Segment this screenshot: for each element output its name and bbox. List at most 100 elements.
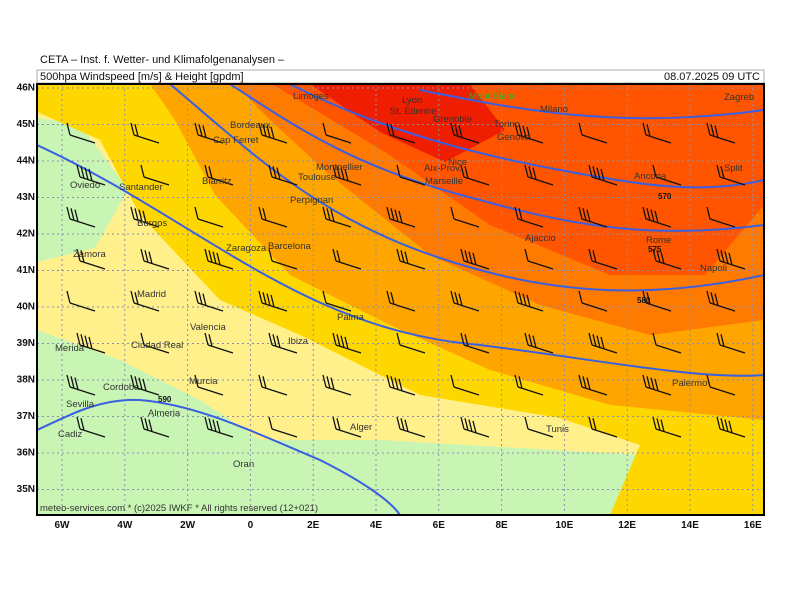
wind-barb: [450, 374, 480, 396]
contour-label: 580: [637, 296, 651, 305]
wind-barb: [332, 164, 362, 186]
wind-barb: [514, 374, 544, 396]
contour-label: 575: [648, 245, 662, 254]
lon-label: 2W: [180, 520, 196, 531]
map-frame: [36, 83, 765, 516]
city-label: Limoges: [293, 91, 329, 102]
wind-barb: [716, 164, 746, 186]
wind-barb: [460, 416, 490, 438]
city-label: Palma: [337, 312, 365, 323]
wind-barb: [130, 122, 160, 144]
wind-barb: [322, 290, 352, 312]
wind-barb: [130, 290, 160, 312]
header-product: 500hpa Windspeed [m/s] & Height [gpdm]: [40, 71, 244, 83]
wind-barb: [130, 374, 160, 396]
field: [37, 84, 764, 515]
wind-barb: [258, 374, 288, 396]
city-label: Grenoble: [433, 114, 472, 125]
wind-barb: [706, 374, 736, 396]
wind-barb: [332, 248, 362, 270]
lat-label: 44N: [17, 156, 35, 167]
city-label: Oviedo: [70, 180, 100, 191]
wind-barb: [524, 248, 554, 270]
wind-barb: [396, 164, 426, 186]
city-label: Cadiz: [58, 429, 83, 440]
wind-barb: [460, 164, 490, 186]
wind-barb: [386, 290, 416, 312]
contour-label: 590: [158, 395, 172, 404]
city-label: Zaragoza: [226, 243, 267, 254]
city-label: Ancona: [634, 171, 667, 182]
wind-barb: [460, 248, 490, 270]
wind-barb: [322, 374, 352, 396]
lat-label: 41N: [17, 265, 35, 276]
header-institute: CETA – Inst. f. Wetter- und Klimafolgena…: [40, 54, 285, 66]
city-label: Palermo: [672, 378, 707, 389]
wind-barb: [194, 290, 224, 312]
band-red: [310, 84, 505, 162]
wind-barb: [140, 416, 170, 438]
lon-label: 12E: [618, 520, 636, 531]
city-label: Ibiza: [288, 336, 309, 347]
wind-barb: [140, 164, 170, 186]
wind-barb: [204, 332, 234, 354]
lon-label: 6W: [55, 520, 71, 531]
city-label: Almeria: [148, 408, 181, 419]
lat-label: 46N: [17, 83, 35, 94]
city-label: Montpellier: [316, 162, 362, 173]
city-label: Marseille: [425, 176, 463, 187]
wind-barb: [204, 248, 234, 270]
wind-barb: [322, 206, 352, 228]
city-label: Santander: [119, 182, 163, 193]
wind-barb: [258, 290, 288, 312]
city-label: Mont Blanc: [469, 91, 517, 102]
wind-barb: [258, 206, 288, 228]
wind-barb: [642, 290, 672, 312]
lon-label: 10E: [556, 520, 574, 531]
city-label: Tunis: [546, 424, 569, 435]
city-label: Split: [724, 163, 743, 174]
band-green: [37, 118, 128, 262]
wind-barb: [204, 164, 234, 186]
wind-barb: [450, 290, 480, 312]
wind-barb: [396, 248, 426, 270]
wind-barb: [706, 290, 736, 312]
city-label: Burgos: [137, 218, 167, 229]
wind-barb: [386, 122, 416, 144]
wind-barbs: [66, 122, 746, 438]
height-contours: [37, 84, 764, 515]
wind-barb: [258, 122, 288, 144]
city-label: Toulouse: [298, 172, 336, 183]
wind-barb: [450, 206, 480, 228]
wind-barb: [706, 206, 736, 228]
wind-barb: [652, 332, 682, 354]
wind-barb: [588, 164, 618, 186]
lat-label: 43N: [17, 192, 35, 203]
wind-barb: [524, 164, 554, 186]
footer: meteo-services.com * (c)2025 IWKF * All …: [40, 503, 318, 514]
city-label: Barcelona: [268, 241, 311, 252]
city-label: Rome: [646, 235, 671, 246]
grid: [37, 84, 764, 515]
wind-barb: [396, 416, 426, 438]
lon-label: 0: [248, 520, 254, 531]
wind-barb: [642, 374, 672, 396]
wind-barb: [66, 290, 96, 312]
city-label: Milano: [540, 104, 568, 115]
city-label: Bordeaux: [230, 120, 271, 131]
wind-barb: [268, 248, 298, 270]
wind-barb: [140, 248, 170, 270]
city-label: Valencia: [190, 322, 226, 333]
lat-label: 45N: [17, 119, 35, 130]
lat-label: 42N: [17, 229, 35, 240]
wind-barb: [140, 332, 170, 354]
wind-barb: [588, 416, 618, 438]
wind-barb: [514, 206, 544, 228]
wind-barb: [588, 248, 618, 270]
wind-barb: [578, 290, 608, 312]
wind-barb: [322, 122, 352, 144]
lon-label: 2E: [307, 520, 320, 531]
wind-barb: [652, 416, 682, 438]
